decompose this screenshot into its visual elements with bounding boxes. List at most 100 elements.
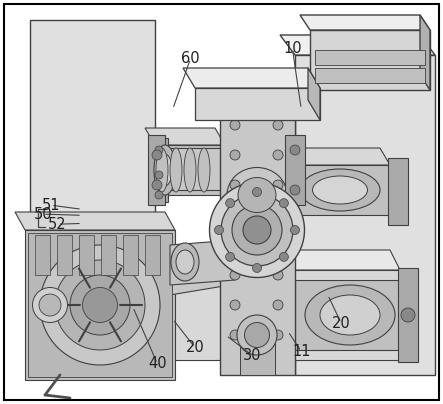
Ellipse shape	[273, 180, 283, 190]
Text: 51: 51	[42, 198, 60, 213]
Polygon shape	[308, 68, 320, 120]
Polygon shape	[15, 212, 175, 230]
Ellipse shape	[155, 146, 163, 154]
Polygon shape	[145, 250, 400, 270]
Ellipse shape	[230, 300, 240, 310]
Polygon shape	[295, 165, 390, 215]
Polygon shape	[398, 268, 418, 362]
Ellipse shape	[184, 148, 196, 192]
Text: 11: 11	[292, 344, 311, 359]
Polygon shape	[220, 105, 295, 375]
Ellipse shape	[158, 154, 172, 186]
Ellipse shape	[230, 150, 240, 160]
Text: 60: 60	[181, 51, 200, 66]
Ellipse shape	[291, 225, 299, 234]
Ellipse shape	[290, 145, 300, 155]
Ellipse shape	[176, 250, 194, 274]
Bar	[101, 235, 116, 275]
Ellipse shape	[152, 150, 162, 160]
Ellipse shape	[273, 150, 283, 160]
Ellipse shape	[39, 294, 61, 316]
Ellipse shape	[253, 263, 261, 273]
Ellipse shape	[70, 275, 130, 335]
Ellipse shape	[273, 300, 283, 310]
Ellipse shape	[55, 260, 145, 350]
Ellipse shape	[225, 199, 235, 208]
Polygon shape	[30, 20, 155, 370]
Text: 10: 10	[283, 41, 302, 56]
Ellipse shape	[227, 168, 287, 223]
Ellipse shape	[230, 180, 240, 190]
Bar	[57, 235, 72, 275]
Ellipse shape	[230, 210, 240, 220]
Ellipse shape	[230, 120, 240, 130]
Ellipse shape	[290, 185, 300, 195]
Ellipse shape	[230, 330, 240, 340]
Polygon shape	[170, 255, 230, 295]
Bar	[35, 235, 50, 275]
Ellipse shape	[245, 322, 269, 347]
Ellipse shape	[171, 243, 199, 281]
Polygon shape	[280, 35, 435, 55]
Ellipse shape	[320, 295, 380, 335]
Polygon shape	[28, 233, 172, 377]
Polygon shape	[295, 55, 435, 375]
Polygon shape	[295, 280, 400, 350]
Ellipse shape	[156, 148, 168, 192]
Ellipse shape	[273, 240, 283, 250]
Text: 50: 50	[34, 206, 52, 222]
Ellipse shape	[230, 270, 240, 280]
Polygon shape	[210, 88, 295, 105]
Ellipse shape	[214, 225, 224, 234]
Ellipse shape	[238, 177, 276, 213]
Polygon shape	[145, 128, 225, 145]
Text: 52: 52	[48, 217, 67, 232]
Ellipse shape	[273, 210, 283, 220]
Ellipse shape	[280, 252, 288, 261]
Ellipse shape	[253, 187, 261, 196]
Ellipse shape	[225, 252, 235, 261]
Ellipse shape	[232, 205, 282, 255]
Ellipse shape	[210, 183, 304, 278]
Polygon shape	[388, 158, 408, 225]
Bar	[145, 235, 160, 275]
Polygon shape	[195, 88, 320, 120]
Polygon shape	[285, 148, 390, 165]
Ellipse shape	[273, 120, 283, 130]
Ellipse shape	[280, 199, 288, 208]
Ellipse shape	[40, 245, 160, 365]
Ellipse shape	[152, 180, 162, 190]
Polygon shape	[148, 135, 165, 205]
Bar	[150, 138, 168, 202]
Polygon shape	[240, 340, 275, 375]
Ellipse shape	[305, 285, 395, 345]
Polygon shape	[315, 68, 425, 83]
Polygon shape	[420, 15, 430, 90]
Polygon shape	[300, 15, 430, 30]
Ellipse shape	[198, 148, 210, 192]
Ellipse shape	[32, 288, 67, 322]
Ellipse shape	[82, 288, 117, 322]
Polygon shape	[310, 30, 430, 90]
Ellipse shape	[154, 145, 176, 195]
Text: 20: 20	[186, 340, 204, 355]
Polygon shape	[25, 230, 175, 380]
Ellipse shape	[273, 270, 283, 280]
Ellipse shape	[243, 216, 271, 244]
Polygon shape	[153, 148, 225, 190]
Polygon shape	[155, 145, 225, 195]
Ellipse shape	[230, 240, 240, 250]
Ellipse shape	[155, 171, 163, 179]
Polygon shape	[155, 270, 400, 360]
Text: 30: 30	[243, 348, 262, 363]
Polygon shape	[183, 68, 320, 88]
Ellipse shape	[312, 176, 368, 204]
Ellipse shape	[401, 308, 415, 322]
Ellipse shape	[155, 191, 163, 199]
Bar	[79, 235, 94, 275]
Ellipse shape	[237, 315, 277, 355]
Polygon shape	[285, 135, 305, 205]
Bar	[123, 235, 138, 275]
Text: 20: 20	[332, 316, 350, 331]
Text: 40: 40	[148, 356, 167, 371]
